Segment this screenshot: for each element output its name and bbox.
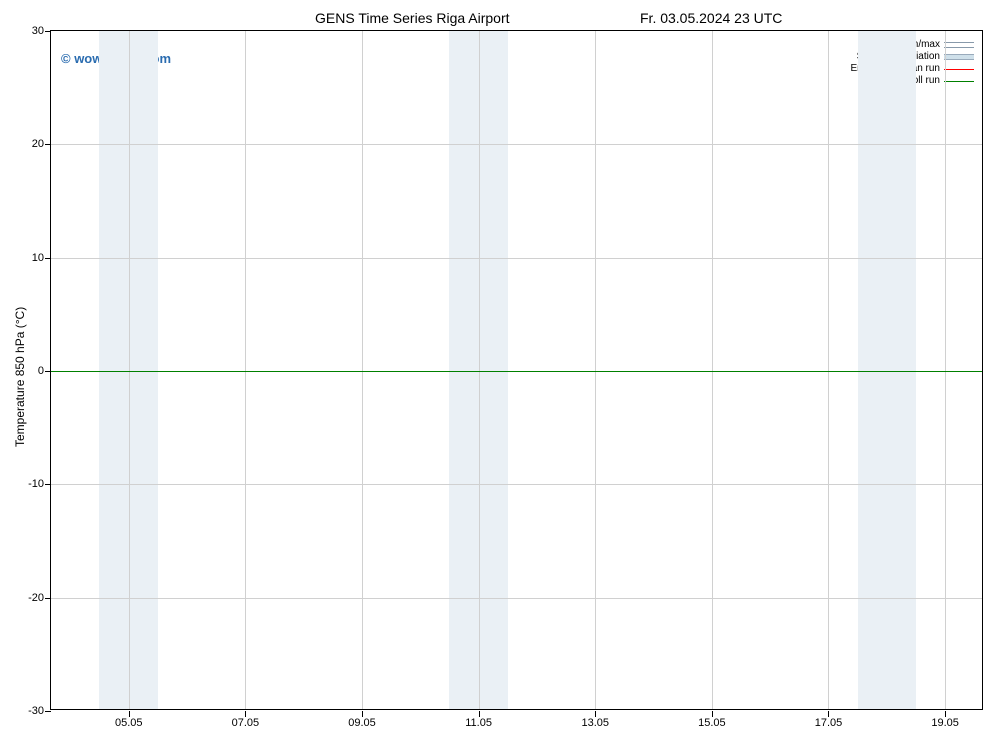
x-tick-label: 09.05 <box>342 717 382 729</box>
gridline-vertical <box>828 31 829 709</box>
controll-run-line <box>51 371 982 372</box>
gridline-horizontal <box>51 484 982 485</box>
x-tick-label: 11.05 <box>459 717 499 729</box>
x-tick-label: 15.05 <box>692 717 732 729</box>
y-tick-label: 20 <box>16 138 44 150</box>
gridline-horizontal <box>51 144 982 145</box>
legend-swatch <box>944 54 974 60</box>
gridline-vertical <box>479 31 480 709</box>
y-tick-mark <box>45 144 51 145</box>
y-tick-label: 30 <box>16 25 44 37</box>
y-tick-mark <box>45 31 51 32</box>
y-tick-label: 0 <box>16 365 44 377</box>
y-tick-mark <box>45 711 51 712</box>
x-tick-label: 05.05 <box>109 717 149 729</box>
y-tick-label: -10 <box>16 478 44 490</box>
gridline-vertical <box>129 31 130 709</box>
legend-swatch <box>944 69 974 70</box>
gridline-vertical <box>362 31 363 709</box>
y-tick-mark <box>45 258 51 259</box>
gridline-horizontal <box>51 258 982 259</box>
gridline-vertical <box>712 31 713 709</box>
gridline-vertical <box>245 31 246 709</box>
chart-title-left: GENS Time Series Riga Airport <box>315 10 510 26</box>
y-tick-label: 10 <box>16 252 44 264</box>
gridline-vertical <box>595 31 596 709</box>
legend-swatch <box>944 81 974 82</box>
x-tick-label: 13.05 <box>575 717 615 729</box>
y-tick-label: -30 <box>16 705 44 717</box>
y-tick-mark <box>45 484 51 485</box>
chart-title-right: Fr. 03.05.2024 23 UTC <box>640 10 782 26</box>
y-tick-mark <box>45 598 51 599</box>
weekend-band <box>858 31 916 709</box>
chart-container: GENS Time Series Riga Airport Fr. 03.05.… <box>0 0 1000 733</box>
gridline-vertical <box>945 31 946 709</box>
y-tick-label: -20 <box>16 592 44 604</box>
gridline-horizontal <box>51 598 982 599</box>
x-tick-label: 19.05 <box>925 717 965 729</box>
legend-swatch <box>944 42 974 48</box>
x-tick-label: 17.05 <box>808 717 848 729</box>
x-tick-label: 07.05 <box>225 717 265 729</box>
plot-area: © woweather.com min/maxStandard deviatio… <box>50 30 983 710</box>
